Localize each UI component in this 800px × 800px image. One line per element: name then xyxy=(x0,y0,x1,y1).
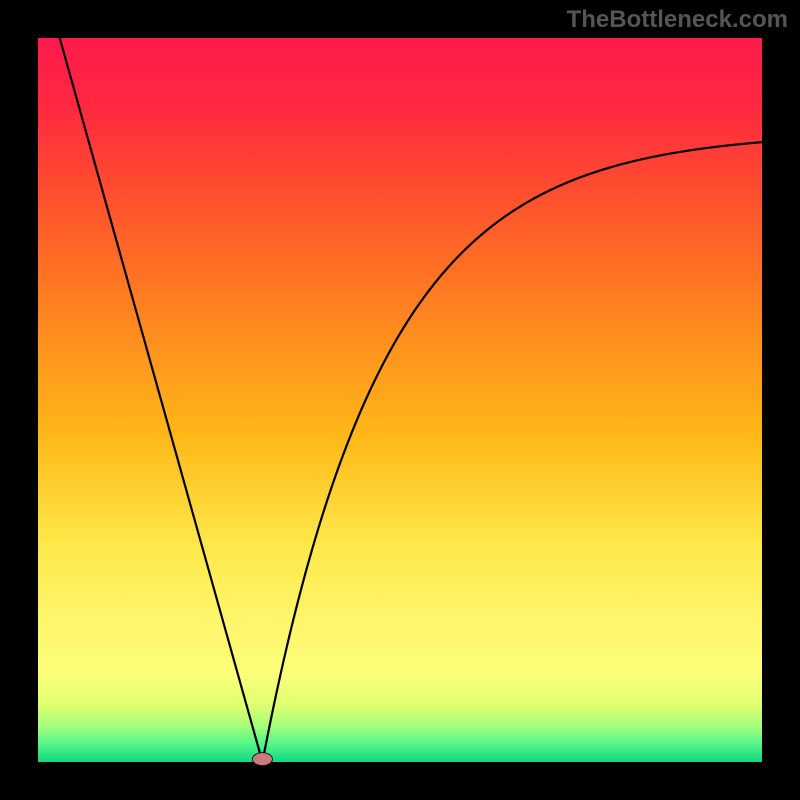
watermark-text: TheBottleneck.com xyxy=(567,6,788,34)
chart-root: TheBottleneck.com xyxy=(0,0,800,800)
chart-svg xyxy=(0,0,800,800)
min-marker xyxy=(252,753,272,766)
plot-background xyxy=(38,38,762,762)
